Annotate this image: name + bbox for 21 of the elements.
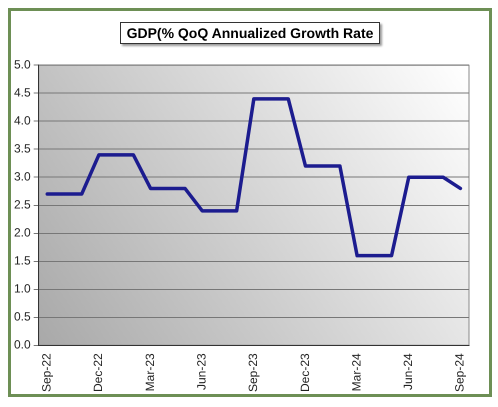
y-tick-label: 1.0 [14, 282, 31, 296]
x-tick-label: Dec-23 [298, 352, 312, 392]
x-tick-label: Mar-24 [349, 352, 364, 392]
y-tick-label: 0.0 [14, 338, 31, 352]
x-tick-label: Sep-23 [246, 352, 260, 392]
x-tick-label: Mar-23 [142, 352, 157, 392]
x-tick-label: Sep-24 [452, 352, 467, 392]
x-tick-label: Jun-24 [401, 352, 416, 390]
y-tick-label: 5.0 [14, 58, 31, 72]
y-tick-label: 0.5 [14, 310, 31, 324]
y-tick-label: 2.5 [14, 198, 31, 212]
x-tick-label: Sep-22 [40, 352, 54, 392]
x-tick-label: Jun-23 [194, 352, 209, 390]
y-tick-label: 3.5 [14, 142, 31, 156]
y-tick-label: 1.5 [14, 254, 31, 268]
chart-title: GDP(% QoQ Annualized Growth Rate [120, 22, 380, 44]
y-tick-label: 3.0 [14, 170, 31, 184]
y-tick-label: 2.0 [14, 226, 31, 240]
y-tick-label: 4.0 [14, 114, 31, 128]
y-tick-label: 4.5 [14, 86, 31, 100]
x-tick-label: Dec-22 [91, 352, 106, 392]
